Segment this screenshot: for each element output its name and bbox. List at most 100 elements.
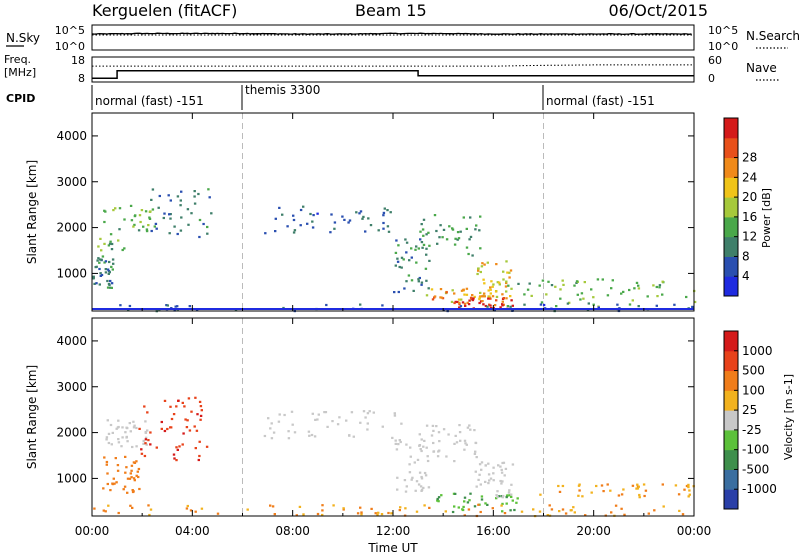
range-cell <box>206 232 209 235</box>
range-cell <box>487 473 491 476</box>
range-cell <box>158 194 161 198</box>
range-cell <box>502 270 505 273</box>
range-cell <box>430 434 434 437</box>
range-cell <box>323 411 326 414</box>
scatter-region <box>436 492 519 514</box>
range-cell <box>564 512 568 515</box>
range-cell <box>628 303 632 306</box>
range-cell <box>417 247 420 250</box>
range-cell <box>569 509 572 512</box>
range-cell <box>465 443 468 446</box>
range-cell <box>559 288 562 291</box>
range-cell <box>399 440 402 444</box>
range-cell <box>293 431 297 434</box>
range-cell <box>546 514 549 517</box>
range-cell <box>508 489 511 492</box>
range-cell <box>350 411 354 414</box>
range-cell <box>132 225 135 228</box>
range-cell <box>331 420 334 423</box>
range-cell <box>117 438 120 441</box>
range-cell <box>526 288 530 291</box>
range-cell <box>308 434 311 437</box>
range-cell <box>488 295 491 298</box>
range-cell <box>636 487 640 490</box>
x-tick-label: 08:00 <box>275 524 310 538</box>
range-cell <box>394 264 397 267</box>
range-cell <box>499 479 502 483</box>
range-cell <box>440 494 443 497</box>
range-cell <box>397 443 400 446</box>
range-cell <box>431 298 435 301</box>
nsearch-tick-bottom: 10^0 <box>708 40 738 53</box>
range-cell <box>673 303 676 306</box>
range-cell <box>170 426 173 429</box>
time-x-axis: 00:00 04:00 08:00 12:00 16:00 20:00 00:00 <box>75 113 712 538</box>
range-cell <box>478 301 481 305</box>
range-cell <box>610 287 613 290</box>
x-tick-label: 00:00 <box>677 524 712 538</box>
range-cell <box>147 439 150 442</box>
range-cell <box>109 423 113 427</box>
range-cell <box>167 194 170 197</box>
range-cell <box>130 469 133 472</box>
range-cell <box>461 508 465 512</box>
range-cell <box>433 295 437 298</box>
range-cell <box>655 285 658 289</box>
range-cell <box>114 207 117 210</box>
range-cell <box>688 489 691 492</box>
range-cell <box>137 475 140 479</box>
range-cell <box>425 294 429 297</box>
range-cell <box>479 270 482 274</box>
range-cell <box>129 430 132 433</box>
scatter-region <box>102 455 141 494</box>
range-cell <box>427 231 430 234</box>
range-cell <box>421 246 424 249</box>
scatter-region <box>263 410 403 440</box>
range-cell <box>410 478 413 481</box>
range-cell <box>380 513 384 516</box>
range-cell <box>140 448 143 451</box>
x-tick-label: 20:00 <box>576 524 611 538</box>
range-cell <box>507 491 511 494</box>
range-cell <box>107 272 110 275</box>
range-cell <box>468 238 471 241</box>
range-cell <box>317 413 320 416</box>
range-cell <box>505 496 508 499</box>
range-cell <box>486 503 489 506</box>
range-cell <box>468 424 471 427</box>
range-cell <box>482 303 485 306</box>
range-cell <box>291 423 294 426</box>
range-cell <box>451 289 454 292</box>
range-cell <box>144 436 148 439</box>
range-cell <box>173 225 176 228</box>
range-cell <box>606 483 609 486</box>
colorbar-tick-label: 25 <box>742 403 757 417</box>
range-cell <box>550 284 554 287</box>
range-cell <box>438 236 441 239</box>
range-cell <box>163 429 167 433</box>
range-cell <box>642 483 646 486</box>
range-cell <box>573 284 576 287</box>
range-cell <box>501 502 504 505</box>
range-cell <box>678 509 681 512</box>
range-cell <box>465 246 469 249</box>
range-cell <box>555 305 558 308</box>
range-cell <box>491 507 494 510</box>
range-cell <box>369 224 373 227</box>
range-cell <box>425 253 428 256</box>
range-cell <box>506 271 509 274</box>
range-cell <box>502 494 505 498</box>
range-cell <box>475 485 478 488</box>
range-cell <box>491 295 495 298</box>
nave-tick-top: 60 <box>708 54 722 67</box>
power-scatter-marks <box>92 113 697 313</box>
range-cell <box>408 463 411 466</box>
range-cell <box>168 213 171 216</box>
range-cell <box>559 297 562 300</box>
range-cell <box>677 493 681 496</box>
range-cell <box>169 405 172 408</box>
range-cell <box>458 431 462 434</box>
range-cell <box>576 293 579 296</box>
range-cell <box>316 418 319 421</box>
range-cell <box>199 418 202 421</box>
